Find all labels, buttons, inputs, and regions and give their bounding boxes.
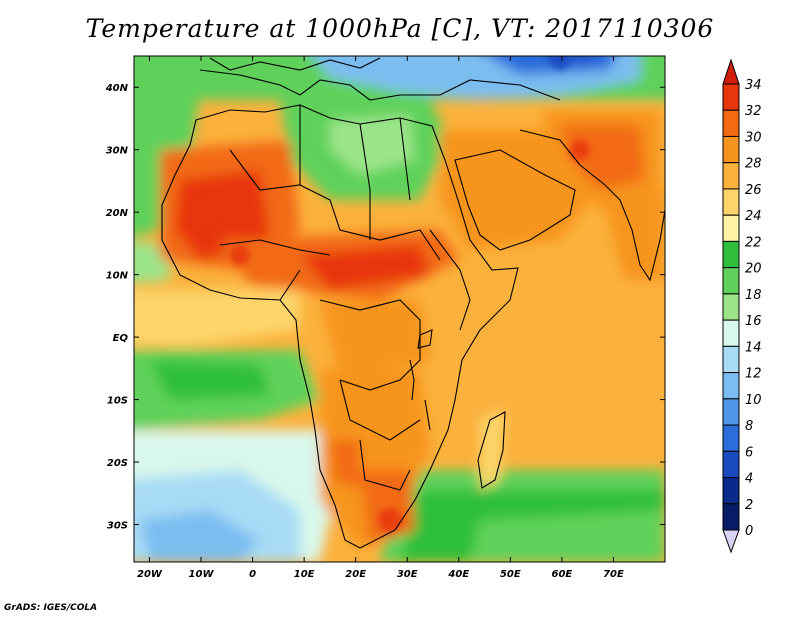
lat-label-eq: EQ — [113, 333, 129, 344]
colorbar-label-0: 0 — [745, 524, 753, 539]
colorbar-segment — [722, 372, 740, 400]
lon-label-10e: 10E — [294, 569, 315, 580]
colorbar-segment — [722, 162, 740, 190]
colorbar-segment — [722, 450, 740, 479]
colorbar-label-20: 20 — [745, 262, 762, 277]
lat-label-30s: 30S — [107, 521, 128, 532]
lat-label-20n: 20N — [106, 208, 129, 219]
lat-label-10n: 10N — [106, 271, 129, 282]
colorbar-label-22: 22 — [745, 235, 762, 250]
colorbar-label-26: 26 — [745, 183, 762, 198]
colorbar-segment — [722, 503, 740, 531]
colorbar-label-30: 30 — [745, 130, 762, 145]
lon-label-20w: 20W — [137, 569, 163, 580]
colorbar-label-4: 4 — [745, 472, 753, 487]
longitude-ticks — [148, 56, 614, 562]
temperature-field — [134, 56, 665, 562]
colorbar-top-arrow — [722, 58, 740, 85]
colorbar-segment — [722, 135, 740, 164]
colorbar-segment — [722, 293, 740, 321]
longitude-labels: 20W 10W 0 10E 20E 30E 40E 50E 60E 70E — [137, 569, 624, 580]
lon-label-40e: 40E — [447, 569, 469, 580]
grads-credit: GrADS: IGES/COLA — [4, 603, 98, 613]
lon-label-50e: 50E — [500, 569, 521, 580]
colorbar-label-14: 14 — [745, 340, 762, 355]
lat-label-40n: 40N — [105, 83, 129, 94]
colorbar-segment — [722, 398, 740, 426]
colorbar-segment — [722, 345, 740, 374]
lat-label-30n: 30N — [106, 146, 129, 157]
colorbar-segment — [722, 214, 740, 242]
lat-label-10s: 10S — [107, 396, 128, 407]
colorbar-segment — [722, 240, 740, 269]
colorbar-segment — [722, 83, 740, 111]
lon-label-30e: 30E — [397, 569, 418, 580]
latitude-ticks — [134, 86, 665, 526]
colorbar-label-12: 12 — [745, 367, 762, 382]
lon-label-70e: 70E — [603, 569, 624, 580]
colorbar-segment — [722, 188, 740, 216]
colorbar-label-8: 8 — [745, 419, 753, 434]
colorbar-label-32: 32 — [745, 104, 762, 119]
colorbar-segment — [722, 477, 740, 505]
colorbar-segment — [722, 109, 740, 137]
colorbar-label-34: 34 — [745, 78, 762, 93]
colorbar-label-18: 18 — [745, 288, 762, 303]
latitude-labels: 40N 30N 20N 10N EQ 10S 20S 30S — [105, 83, 129, 531]
coastlines — [161, 57, 665, 549]
colorbar-label-16: 16 — [745, 314, 762, 329]
chart-title: Temperature at 1000hPa [C], VT: 20171103… — [85, 14, 715, 43]
colorbar-label-6: 6 — [745, 445, 753, 460]
colorbar-label-28: 28 — [745, 157, 762, 172]
colorbar-label-10: 10 — [745, 393, 762, 408]
map-frame — [133, 55, 666, 563]
lon-label-10w: 10W — [189, 569, 215, 580]
colorbar-bottom-arrow — [722, 529, 740, 554]
lat-label-20s: 20S — [107, 458, 128, 469]
lon-label-20e: 20E — [345, 569, 366, 580]
colorbar-segment — [722, 424, 740, 452]
lon-label-0: 0 — [249, 569, 256, 580]
colorbar-segment — [722, 267, 740, 295]
colorbar-label-2: 2 — [745, 498, 753, 513]
colorbar-label-24: 24 — [745, 209, 762, 224]
colorbar-segment — [722, 319, 740, 347]
lon-label-60e: 60E — [552, 569, 573, 580]
